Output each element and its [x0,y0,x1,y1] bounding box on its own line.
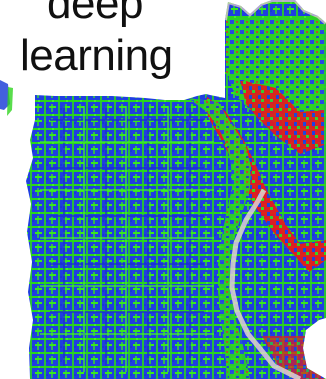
left-edge-fragment [0,80,13,379]
caption-line-1: deep [47,0,143,28]
caption-text: deep learning [20,0,173,82]
caption-line-2: learning [20,31,173,80]
